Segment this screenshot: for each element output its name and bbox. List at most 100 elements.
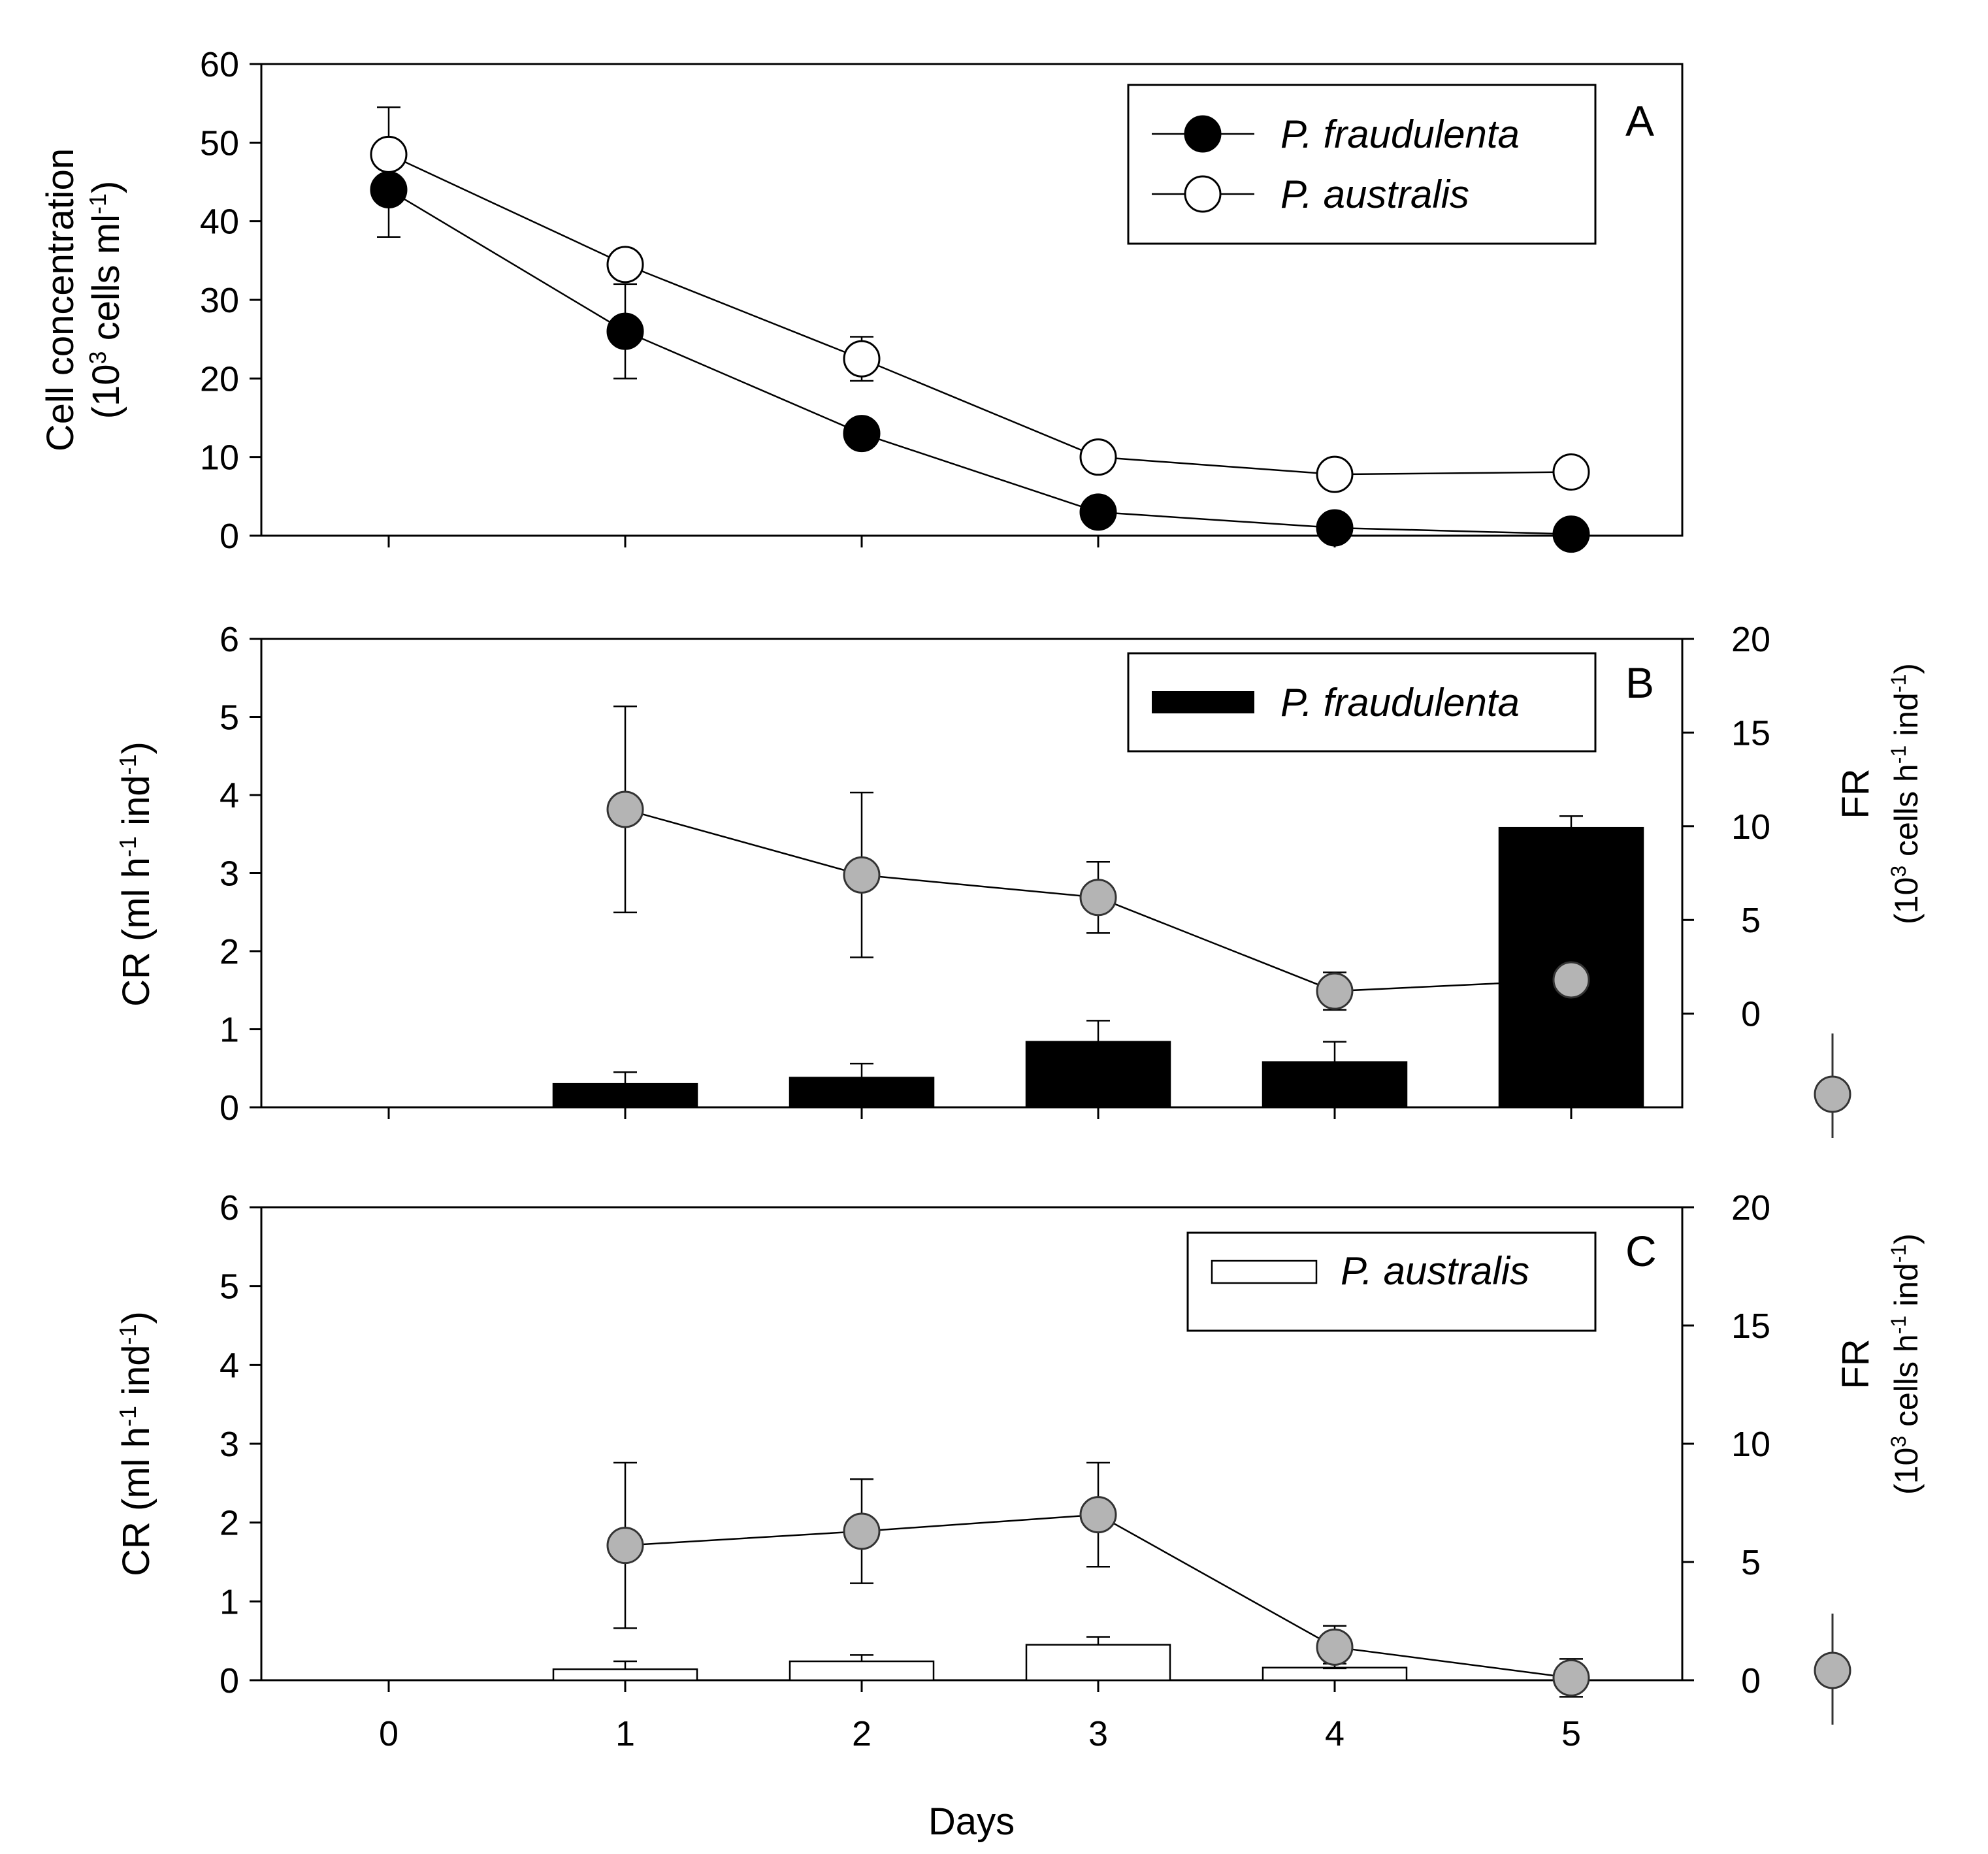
panel-c-xtick-label: 5 — [1561, 1714, 1581, 1753]
panel-a-ytick-label: 30 — [200, 281, 239, 320]
panel-c-xtick-label: 4 — [1325, 1714, 1344, 1753]
panel-c-right-ytick-label: 10 — [1731, 1425, 1770, 1464]
panel-a-ytick-label: 10 — [200, 438, 239, 478]
legend-marker-fraudulenta — [1184, 115, 1222, 153]
panel-b-ytick-label: 5 — [220, 698, 239, 738]
panel-c-x-ticks: 0 1 2 3 4 5 — [379, 1680, 1581, 1753]
australis-point — [606, 246, 644, 284]
panel-a-x-ticks — [387, 536, 1572, 547]
panel-c-legend: P. australis — [1186, 1231, 1597, 1332]
panel-c-bars — [552, 1636, 1408, 1682]
panel-c-ytick-label: 5 — [220, 1267, 239, 1307]
legend-marker-australis — [1184, 175, 1222, 213]
panel-c-fr-legend-marker — [1814, 1614, 1851, 1725]
panel-b-bar — [1025, 1041, 1171, 1109]
panel-b-fr-line — [606, 705, 1590, 1011]
panel-b-fr-point — [1552, 961, 1590, 999]
panel-a-ytick-label: 0 — [220, 517, 239, 556]
fraudulenta-point — [843, 415, 881, 453]
panel-b-ytick-label: 3 — [220, 854, 239, 894]
panel-b-fr-point — [606, 790, 644, 828]
panel-b-fr-point — [843, 856, 881, 894]
panel-c-fr-point — [843, 1512, 881, 1550]
panel-c-fr-point — [1552, 1659, 1590, 1697]
panel-c-fr-line — [606, 1461, 1590, 1698]
panel-c-legend-label: P. australis — [1341, 1249, 1529, 1293]
legend-label-fraudulenta: P. fraudulenta — [1280, 112, 1520, 156]
panel-b-fr-legend-circle — [1814, 1075, 1851, 1113]
panel-a-ytick-label: 40 — [200, 203, 239, 242]
panel-b-bars — [552, 815, 1644, 1109]
legend-bar-fraudulenta — [1152, 691, 1254, 713]
panel-b-ytick-label: 1 — [220, 1011, 239, 1050]
panel-c-fr-point — [606, 1527, 644, 1565]
panel-c-xtick-label: 2 — [852, 1714, 872, 1753]
panel-c-letter: C — [1625, 1227, 1657, 1275]
panel-c-right-ytick-label: 5 — [1741, 1543, 1761, 1582]
panel-b-ytick-label: 6 — [220, 620, 239, 659]
panel-c-right-ytick-label: 15 — [1731, 1307, 1770, 1346]
panel-a-y-ticks: 0 10 20 30 40 50 60 — [200, 45, 261, 556]
panel-b-fr-point — [1316, 972, 1354, 1010]
australis-point — [843, 340, 881, 378]
panel-b-ytick-label: 0 — [220, 1088, 239, 1128]
panel-b: 0 1 2 3 4 5 6 0 5 10 15 20 CR (ml h-1 ind-1) FR (1… — [114, 620, 1925, 1138]
panel-b-letter: B — [1625, 659, 1654, 707]
panel-b-ytick-label: 2 — [220, 932, 239, 971]
panel-b-fr-point — [1079, 879, 1117, 917]
panel-b-right-ytick-label: 5 — [1741, 901, 1761, 940]
panel-b-bar — [552, 1082, 698, 1109]
panel-a-ylabel-line1: Cell concentration — [39, 148, 82, 451]
panel-c-right-ytick-label: 0 — [1741, 1661, 1761, 1700]
panel-c-bar — [1262, 1667, 1408, 1682]
panel-a-series — [370, 106, 1590, 553]
panel-a-letter: A — [1625, 97, 1654, 145]
panel-b-ytick-label: 4 — [220, 776, 239, 815]
panel-b-right-y-ticks: 0 5 10 15 20 — [1682, 620, 1770, 1034]
panel-a: 0 10 20 30 40 50 60 Cell concentration (103 ce… — [39, 45, 1684, 556]
fraudulenta-point — [606, 312, 644, 350]
panel-b-right-ylabel-line1: FR — [1834, 768, 1877, 819]
panel-a-ylabel-line2: (103 cells ml-1) — [84, 181, 128, 419]
panel-b-right-ylabel-line2: (103 cells h-1 ind-1) — [1887, 663, 1925, 924]
panel-a-ytick-label: 20 — [200, 359, 239, 398]
panel-b-legend: P. fraudulenta — [1127, 652, 1597, 753]
panel-c-ytick-label: 0 — [220, 1661, 239, 1700]
panel-c-right-ytick-label: 20 — [1731, 1188, 1770, 1228]
fraudulenta-line — [388, 189, 1572, 535]
panel-b-x-ticks — [387, 1107, 1572, 1119]
panel-c-bar — [552, 1668, 698, 1682]
australis-point — [1552, 453, 1590, 491]
panel-c-fr-point — [1316, 1628, 1354, 1666]
panel-c-ytick-label: 2 — [220, 1504, 239, 1543]
panel-c-right-ylabel-line1: FR — [1834, 1339, 1877, 1389]
panel-c-xtick-label: 0 — [379, 1714, 399, 1753]
panel-b-right-ytick-label: 10 — [1731, 807, 1770, 847]
panel-c-fr-legend-circle — [1814, 1651, 1851, 1689]
panel-c-right-ylabel-line2: (103 cells h-1 ind-1) — [1887, 1233, 1925, 1495]
x-axis-label: Days — [928, 1800, 1015, 1843]
australis-point — [370, 135, 408, 173]
panel-b-y-ticks: 0 1 2 3 4 5 6 — [220, 620, 261, 1128]
panel-c-ytick-label: 6 — [220, 1188, 239, 1228]
panel-c-bar — [1025, 1644, 1171, 1682]
panel-b-bar — [1262, 1061, 1408, 1109]
panel-b-bar — [789, 1077, 935, 1109]
panel-c-ytick-label: 4 — [220, 1346, 239, 1385]
panel-a-legend-box — [1127, 84, 1597, 245]
fraudulenta-point — [1079, 493, 1117, 531]
panel-b-ylabel: CR (ml h-1 ind-1) — [114, 741, 158, 1007]
panel-c-ytick-label: 1 — [220, 1582, 239, 1621]
legend-bar-australis — [1211, 1260, 1318, 1284]
panel-b-right-ytick-label: 15 — [1731, 713, 1770, 753]
panel-c-ylabel: CR (ml h-1 ind-1) — [114, 1311, 158, 1576]
panel-c-xtick-label: 3 — [1088, 1714, 1108, 1753]
australis-line — [388, 154, 1572, 476]
panel-b-fr-legend-marker — [1814, 1033, 1851, 1138]
panel-c: 0 1 2 3 4 5 6 0 5 10 15 20 0 1 2 3 4 5 CR (ml h-1 ind-1… — [114, 1188, 1925, 1843]
legend-label-australis: P. australis — [1280, 172, 1469, 216]
panel-c-right-y-ticks: 0 5 10 15 20 — [1682, 1188, 1770, 1700]
fraudulenta-point — [1552, 515, 1590, 553]
panel-c-xtick-label: 1 — [615, 1714, 635, 1753]
